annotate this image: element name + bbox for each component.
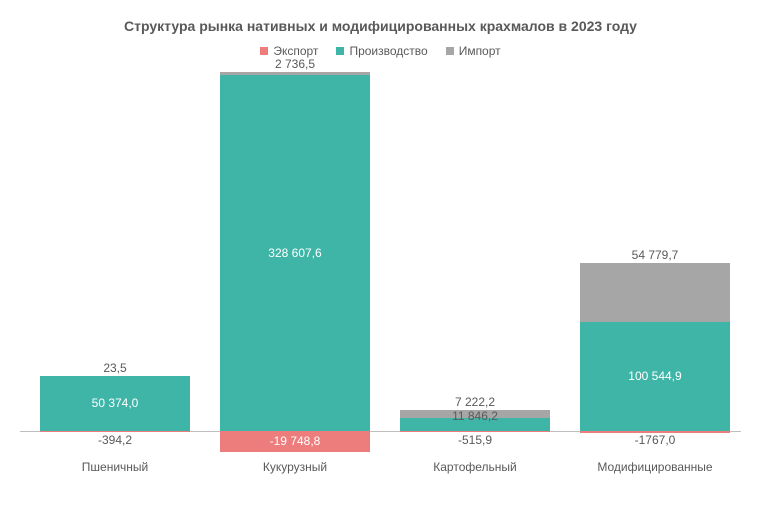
- legend-item-import: Импорт: [446, 44, 501, 58]
- legend: Экспорт Производство Импорт: [20, 44, 741, 58]
- category-2: 7 222,211 846,2 -515,9: [400, 72, 550, 452]
- plot-area: 23,550 374,0-394,2Пшеничный2 736,5328 60…: [20, 72, 741, 452]
- label-production: 11 846,2: [400, 409, 550, 423]
- legend-label-production: Производство: [349, 44, 427, 58]
- label-import: 7 222,2: [400, 395, 550, 409]
- label-import: 54 779,7: [580, 248, 730, 262]
- label-import: 23,5: [40, 361, 190, 375]
- chart-title: Структура рынка нативных и модифицирован…: [20, 18, 741, 34]
- bar-import: [220, 72, 370, 75]
- category-3: 54 779,7 100 544,9 -1767,0: [580, 72, 730, 452]
- category-label: Пшеничный: [40, 460, 190, 474]
- legend-item-export: Экспорт: [260, 44, 318, 58]
- category-1: 2 736,5328 607,6-19 748,8: [220, 72, 370, 452]
- starch-market-chart: Структура рынка нативных и модифицирован…: [0, 0, 761, 519]
- legend-item-production: Производство: [336, 44, 427, 58]
- label-export: -1767,0: [580, 433, 730, 447]
- category-0: 23,5 50 374,0 -394,2: [40, 72, 190, 452]
- label-export: -515,9: [400, 433, 550, 447]
- label-production: 328 607,6: [220, 246, 370, 260]
- legend-label-import: Импорт: [459, 44, 501, 58]
- legend-label-export: Экспорт: [273, 44, 318, 58]
- label-production: 50 374,0: [40, 396, 190, 410]
- bar-export: [400, 431, 550, 432]
- legend-swatch-production: [336, 47, 344, 55]
- category-label: Кукурузный: [220, 460, 370, 474]
- category-label: Модифицированные: [580, 460, 730, 474]
- label-import: 2 736,5: [220, 57, 370, 71]
- legend-swatch-export: [260, 47, 268, 55]
- label-production: 100 544,9: [580, 369, 730, 383]
- bar-import: [580, 263, 730, 322]
- category-label: Картофельный: [400, 460, 550, 474]
- legend-swatch-import: [446, 47, 454, 55]
- label-export: -19 748,8: [220, 434, 370, 448]
- label-export: -394,2: [40, 433, 190, 447]
